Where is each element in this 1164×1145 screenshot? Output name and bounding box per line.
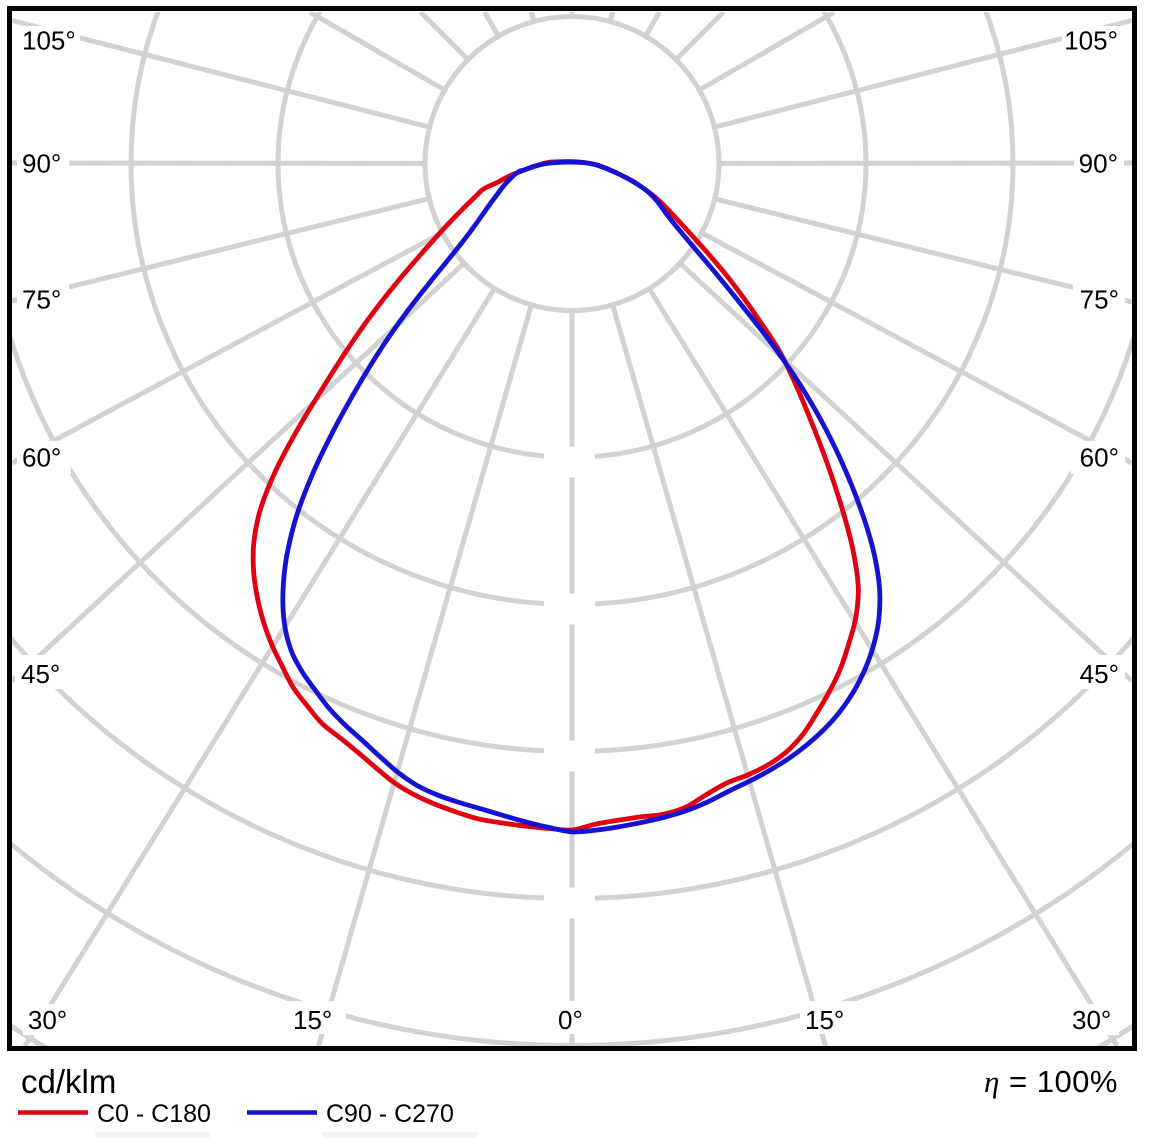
svg-text:C90 - C270: C90 - C270 (326, 1100, 454, 1128)
svg-text:75°: 75° (22, 285, 61, 315)
svg-text:45°: 45° (21, 659, 60, 689)
svg-text:C0 - C180: C0 - C180 (97, 1100, 211, 1128)
svg-text:cd/klm: cd/klm (21, 1063, 116, 1100)
svg-text:75°: 75° (1080, 285, 1119, 315)
svg-text:45°: 45° (1080, 659, 1119, 689)
svg-text:90°: 90° (1079, 149, 1118, 179)
svg-text:η = 100%: η = 100% (984, 1064, 1118, 1099)
svg-text:30°: 30° (1072, 1005, 1111, 1035)
svg-text:30°: 30° (28, 1005, 67, 1035)
svg-text:60°: 60° (1080, 443, 1119, 473)
svg-text:15°: 15° (805, 1005, 844, 1035)
svg-text:90°: 90° (22, 149, 61, 179)
svg-text:105°: 105° (1064, 26, 1118, 56)
svg-text:60°: 60° (22, 443, 61, 473)
svg-text:105°: 105° (22, 26, 76, 56)
svg-text:0°: 0° (558, 1005, 583, 1035)
svg-text:15°: 15° (293, 1005, 332, 1035)
